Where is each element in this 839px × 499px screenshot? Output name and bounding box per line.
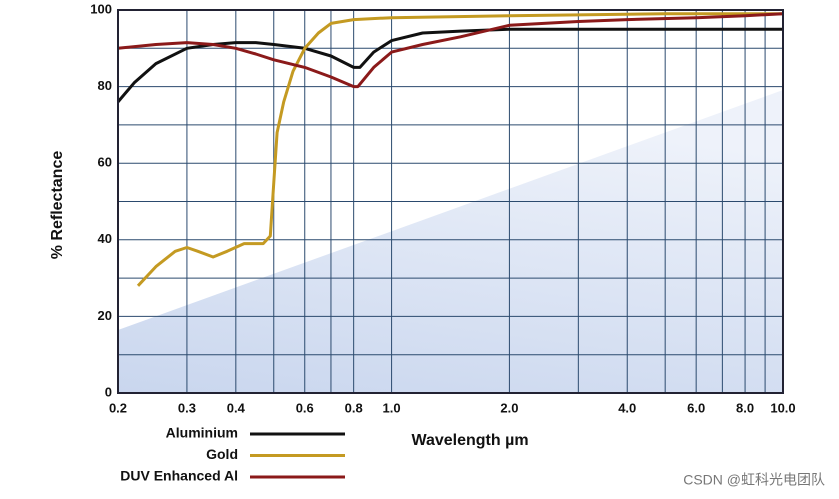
watermark: CSDN @虹科光电团队 (683, 472, 825, 488)
plot-border (117, 9, 784, 394)
x-tick-label: 2.0 (500, 400, 518, 415)
y-tick-label: 20 (98, 308, 112, 323)
background-wedge (118, 90, 783, 393)
series-line (117, 12, 784, 89)
y-tick-label: 40 (98, 231, 112, 246)
y-tick-label: 60 (98, 155, 112, 170)
legend-label: DUV Enhanced Al (120, 468, 238, 484)
x-tick-label: 0.4 (227, 400, 246, 415)
x-axis-label: Wavelength µm (411, 432, 528, 449)
x-tick-label: 0.2 (109, 400, 127, 415)
x-tick-label: 8.0 (736, 400, 754, 415)
legend-label: Aluminium (166, 425, 238, 441)
x-tick-label: 0.8 (345, 400, 363, 415)
legend-label: Gold (206, 446, 238, 462)
y-tick-label: 100 (90, 1, 112, 16)
x-tick-label: 6.0 (687, 400, 705, 415)
series-line (136, 12, 783, 287)
y-tick-label: 0 (105, 384, 112, 399)
x-tick-label: 0.6 (296, 400, 314, 415)
y-axis-label: % Reflectance (49, 151, 66, 260)
series-line (116, 27, 783, 103)
x-tick-label: 0.3 (178, 400, 196, 415)
x-tick-label: 10.0 (770, 400, 795, 415)
y-tick-label: 80 (98, 78, 112, 93)
x-tick-label: 4.0 (618, 400, 636, 415)
x-tick-label: 1.0 (383, 400, 401, 415)
